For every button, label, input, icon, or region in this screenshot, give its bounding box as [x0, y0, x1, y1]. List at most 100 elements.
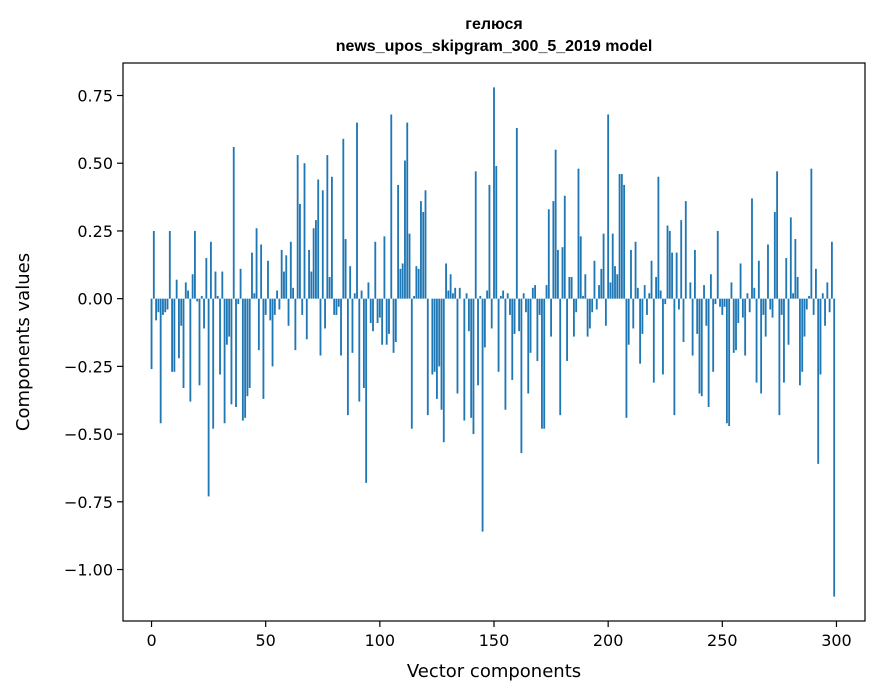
bar-32	[223, 298, 226, 424]
bar-73	[317, 179, 320, 299]
bar-197	[600, 268, 603, 299]
bar-65	[299, 203, 301, 299]
bar-159	[513, 298, 516, 334]
bar-274	[776, 171, 779, 299]
bar-287	[805, 298, 808, 310]
y-tick-label: −0.50	[64, 425, 113, 444]
bar-167	[531, 287, 534, 299]
bar-106	[392, 298, 395, 353]
bar-46	[255, 228, 258, 299]
bar-265	[755, 298, 758, 383]
bar-147	[486, 290, 489, 299]
bar-108	[397, 184, 400, 299]
bar-88	[351, 298, 354, 353]
bar-20	[196, 298, 199, 302]
bar-201	[609, 282, 612, 299]
bar-85	[344, 239, 347, 299]
bar-191	[586, 298, 589, 337]
bar-87	[349, 266, 352, 299]
bar-71	[312, 228, 315, 299]
bar-269	[764, 298, 767, 337]
bar-216	[643, 285, 646, 299]
bar-243	[705, 298, 708, 326]
bar-291	[815, 268, 817, 299]
bar-21	[198, 298, 201, 386]
bar-220	[652, 298, 655, 383]
bar-248	[716, 230, 719, 299]
bar-143	[477, 298, 479, 386]
bar-173	[545, 285, 548, 299]
bar-33	[225, 298, 228, 345]
bar-165	[527, 298, 530, 394]
bar-288	[808, 295, 810, 299]
bar-233	[682, 298, 685, 342]
bar-98	[374, 241, 377, 299]
bar-295	[824, 298, 826, 326]
bar-35	[230, 298, 233, 405]
bar-282	[794, 239, 797, 299]
bar-249	[719, 298, 721, 307]
bar-120	[424, 190, 427, 299]
bar-188	[579, 236, 582, 299]
bar-182	[566, 298, 568, 361]
bar-164	[525, 298, 527, 313]
bar-294	[821, 293, 824, 299]
bar-51	[267, 260, 269, 299]
bar-141	[472, 298, 475, 435]
y-tick-label: 0.50	[77, 154, 113, 173]
bar-195	[595, 298, 598, 310]
bar-256	[735, 298, 737, 351]
bar-215	[641, 298, 644, 334]
bar-31	[221, 271, 224, 299]
bar-104	[388, 298, 390, 334]
bar-292	[817, 298, 820, 464]
bar-11	[175, 279, 178, 299]
bar-271	[769, 298, 772, 310]
bar-13	[180, 298, 183, 326]
bar-268	[762, 298, 765, 315]
bar-79	[330, 176, 333, 299]
bar-12	[178, 298, 180, 359]
bar-19	[194, 230, 196, 299]
bar-186	[575, 298, 578, 313]
bar-132	[451, 293, 454, 299]
bar-193	[591, 298, 594, 313]
bar-221	[655, 276, 658, 299]
bar-67	[303, 163, 306, 299]
bar-134	[456, 298, 459, 394]
bar-264	[753, 287, 756, 299]
bar-180	[561, 247, 564, 299]
bar-253	[728, 298, 731, 426]
bar-224	[662, 298, 664, 375]
bars-group	[150, 87, 836, 597]
bar-239	[696, 298, 699, 334]
bar-156	[506, 293, 509, 299]
bar-209	[627, 298, 630, 345]
y-tick-label: 0.00	[77, 290, 113, 309]
chart-title: гелюся	[465, 16, 522, 33]
bar-114	[410, 298, 413, 429]
bar-218	[648, 293, 651, 299]
bar-9	[171, 298, 173, 372]
bar-37	[235, 298, 237, 408]
bar-285	[801, 298, 804, 372]
bar-280	[789, 217, 792, 299]
bar-146	[483, 298, 486, 348]
bar-276	[780, 298, 783, 315]
bar-64	[296, 155, 299, 299]
bar-204	[616, 274, 619, 299]
bar-236	[689, 282, 692, 299]
bar-101	[381, 298, 384, 345]
bar-50	[264, 298, 267, 315]
bar-267	[760, 298, 763, 394]
bar-96	[369, 298, 372, 324]
bar-133	[454, 287, 457, 299]
bar-286	[803, 298, 806, 337]
bar-290	[812, 298, 815, 315]
bar-115	[413, 295, 416, 299]
bar-23	[203, 298, 205, 329]
bar-48	[260, 244, 263, 299]
bar-200	[607, 114, 610, 299]
bar-117	[417, 268, 420, 299]
bar-34	[228, 298, 231, 337]
